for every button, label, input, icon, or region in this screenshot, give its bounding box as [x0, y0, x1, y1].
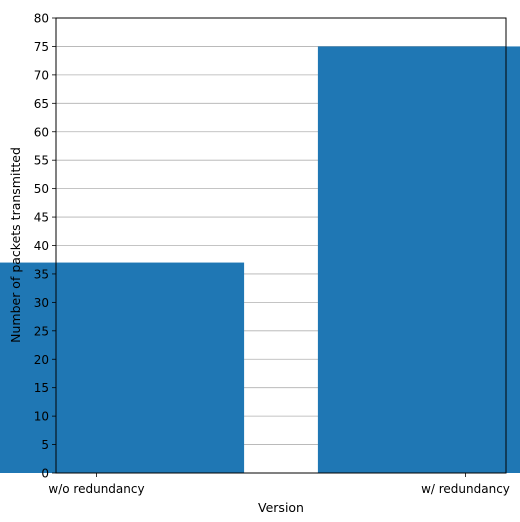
bars-layer: [0, 46, 520, 473]
x-tick-label: w/ redundancy: [421, 482, 510, 496]
y-tick-label: 10: [34, 410, 49, 424]
x-tick-label: w/o redundancy: [48, 482, 144, 496]
y-tick-label: 70: [34, 68, 49, 82]
y-axis-label: Number of packets transmitted: [8, 147, 23, 343]
y-tick-label: 35: [34, 267, 49, 281]
y-tick-label: 0: [41, 467, 49, 481]
bar-w-o-redundancy: [0, 263, 244, 473]
y-tick-label: 25: [34, 324, 49, 338]
y-tick-label: 30: [34, 296, 49, 310]
y-tick-label: 60: [34, 125, 49, 139]
y-tick-label: 40: [34, 239, 49, 253]
bar-w-redundancy: [318, 46, 520, 473]
y-tick-label: 45: [34, 211, 49, 225]
y-tick-label: 5: [41, 438, 49, 452]
x-axis-label: Version: [258, 500, 304, 515]
y-tick-label: 65: [34, 97, 49, 111]
y-tick-label: 55: [34, 154, 49, 168]
y-tick-label: 20: [34, 353, 49, 367]
y-tick-label: 80: [34, 12, 49, 26]
y-tick-label: 15: [34, 381, 49, 395]
y-tick-label: 50: [34, 182, 49, 196]
x-axis: w/o redundancy w/ redundancy: [48, 473, 510, 496]
y-tick-label: 75: [34, 40, 49, 54]
